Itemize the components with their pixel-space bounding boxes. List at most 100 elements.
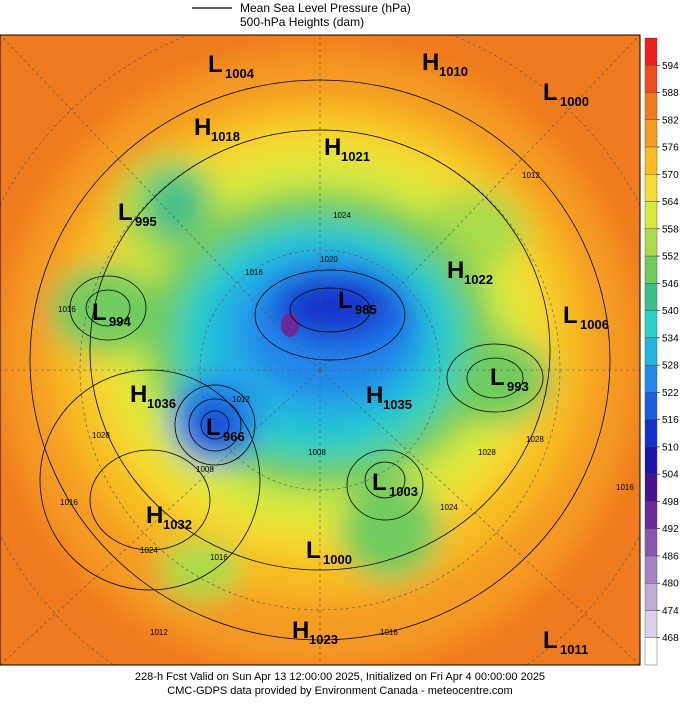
colorbar-swatch xyxy=(644,92,658,120)
colorbar-swatch xyxy=(644,37,658,66)
colorbar-label: 504 xyxy=(662,470,679,481)
system-letter: L xyxy=(338,287,353,314)
colorbar-label: 582 xyxy=(662,115,679,126)
system-letter: H xyxy=(366,382,383,409)
colorbar-swatch xyxy=(644,174,658,202)
legend-heights: 500-hPa Heights (dam) xyxy=(240,15,364,29)
contour-label: 1024 xyxy=(333,211,351,220)
colorbar-swatch xyxy=(644,446,658,475)
colorbar-swatch xyxy=(644,337,658,366)
colorbar-label: 546 xyxy=(662,279,679,290)
system-letter: H xyxy=(324,134,341,161)
colorbar-label: 570 xyxy=(662,170,679,181)
colorbar-swatch xyxy=(644,228,658,257)
colorbar-label: 492 xyxy=(662,524,679,535)
colorbar-swatch xyxy=(644,310,658,339)
system-value: 1021 xyxy=(341,149,370,164)
system-value: 1036 xyxy=(147,396,176,411)
colorbar-label: 576 xyxy=(662,143,679,154)
contour-label: 1024 xyxy=(140,546,158,555)
colorbar-label: 474 xyxy=(662,606,679,617)
system-letter: L xyxy=(543,627,558,654)
colorbar-label: 516 xyxy=(662,415,679,426)
system-value: 1011 xyxy=(560,642,588,657)
colorbar-label: 594 xyxy=(662,61,679,72)
system-value: 1004 xyxy=(225,66,255,81)
colorbar-swatch xyxy=(644,146,658,175)
colorbar-label: 522 xyxy=(662,388,679,399)
colorbar-swatch xyxy=(644,555,658,584)
colorbar-label: 480 xyxy=(662,579,679,590)
legend-pressure: Mean Sea Level Pressure (hPa) xyxy=(240,1,411,15)
system-letter: L xyxy=(118,199,133,226)
system-value: 1018 xyxy=(211,129,240,144)
system-letter: H xyxy=(146,502,163,529)
system-value: 1006 xyxy=(580,317,609,332)
system-letter: H xyxy=(130,381,147,408)
colorbar-label: 528 xyxy=(662,361,679,372)
colorbar-label: 558 xyxy=(662,224,679,235)
colorbar: 594 588 582 576 570 564 558 552 546 540 534 528 522 5… xyxy=(644,37,679,666)
contour-label: 1012 xyxy=(522,171,540,180)
contour-label: 1020 xyxy=(320,255,338,264)
contour-label: 1016 xyxy=(210,553,228,562)
contour-label: 1028 xyxy=(526,435,544,444)
map-frame xyxy=(0,34,641,666)
system-value: 1023 xyxy=(309,632,338,647)
colorbar-swatch xyxy=(644,392,658,420)
colorbar-swatch xyxy=(644,283,658,311)
contour-label: 1012 xyxy=(232,395,250,404)
system-value: 1022 xyxy=(464,272,493,287)
system-letter: L xyxy=(543,79,558,106)
colorbar-swatch xyxy=(644,119,658,148)
system-value: 1000 xyxy=(560,94,589,109)
contour-label: 1012 xyxy=(150,628,168,637)
contour-label: 1016 xyxy=(58,305,76,314)
colorbar-label: 540 xyxy=(662,306,679,317)
contour-label: 1008 xyxy=(308,448,326,457)
colorbar-swatch xyxy=(644,201,658,230)
colorbar-label: 588 xyxy=(662,88,679,99)
colorbar-swatch xyxy=(644,255,658,284)
system-letter: H xyxy=(292,617,309,644)
contour-label: 1016 xyxy=(616,483,634,492)
colorbar-swatch xyxy=(644,610,658,638)
colorbar-label: 468 xyxy=(662,633,679,644)
system-letter: H xyxy=(422,49,439,76)
system-letter: L xyxy=(372,469,387,496)
system-value: 1035 xyxy=(383,397,412,412)
colorbar-swatch xyxy=(644,528,658,557)
system-letter: H xyxy=(447,257,464,284)
system-letter: L xyxy=(206,414,221,441)
system-letter: L xyxy=(92,299,107,326)
colorbar-label: 498 xyxy=(662,497,679,508)
colorbar-label: 534 xyxy=(662,333,679,344)
system-letter: L xyxy=(306,537,321,564)
contour-label: 1028 xyxy=(92,431,110,440)
contour-label: 1028 xyxy=(478,448,496,457)
colorbar-swatch xyxy=(644,65,658,93)
system-letter: L xyxy=(490,364,505,391)
system-value: 1000 xyxy=(323,552,352,567)
colorbar-label: 486 xyxy=(662,551,679,562)
system-value: 995 xyxy=(135,214,157,229)
system-value: 966 xyxy=(223,429,245,444)
contour-label: 1024 xyxy=(440,503,458,512)
colorbar-swatch xyxy=(644,364,658,393)
system-value: 1003 xyxy=(389,484,418,499)
system-letter: H xyxy=(194,114,211,141)
map xyxy=(0,35,640,665)
contour-label: 1016 xyxy=(245,268,263,277)
contour-label: 1008 xyxy=(196,465,214,474)
system-value: 1032 xyxy=(163,517,192,532)
system-letter: L xyxy=(563,302,578,329)
contour-labels: 1012 1024 1016 1012 1016 1028 1008 1024 1028 1016… xyxy=(58,171,634,637)
colorbar-label: 510 xyxy=(662,442,679,453)
system-value: 993 xyxy=(507,379,529,394)
contour-label: 1016 xyxy=(380,628,398,637)
system-value: 994 xyxy=(109,314,131,329)
system-value: 985 xyxy=(355,302,377,317)
colorbar-swatch xyxy=(644,419,658,448)
